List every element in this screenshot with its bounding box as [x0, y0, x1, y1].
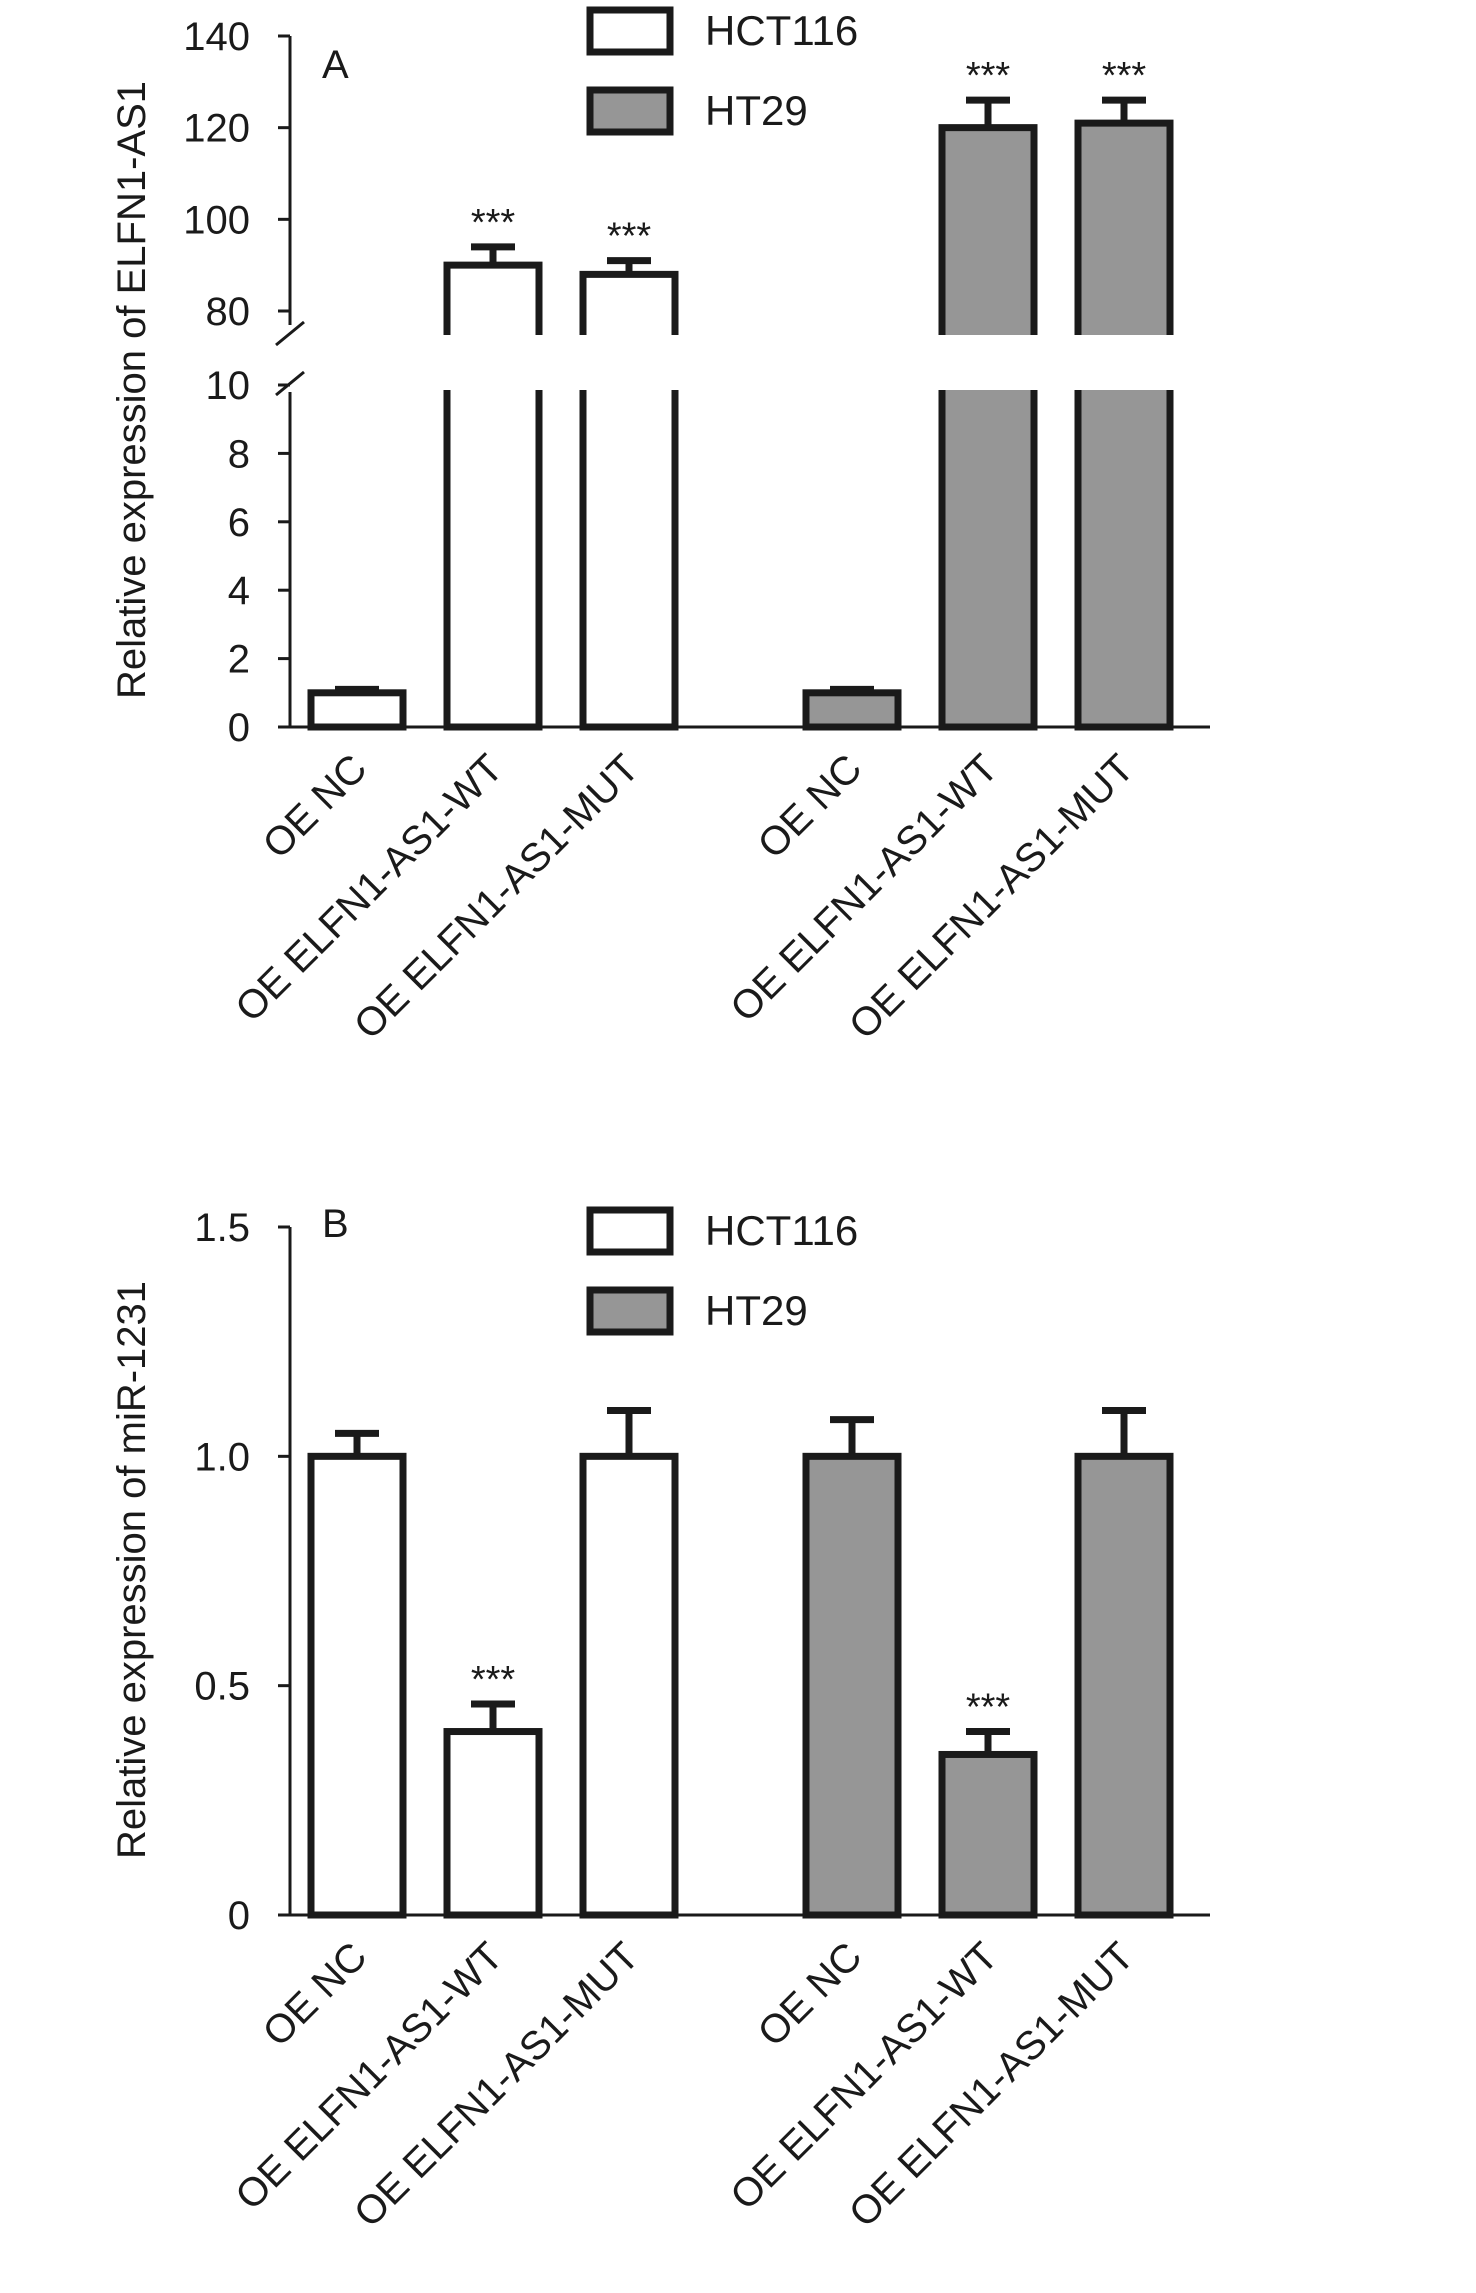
- x-tick-label-panel-a-hct116-oe-nc: OE NC: [255, 746, 376, 867]
- bar-lower-outline-panel-a-hct116-oe-elfn1-as1-mut: [579, 390, 679, 731]
- panel-a-y-tick-label-4: 4: [228, 569, 250, 613]
- bar-panel-b-ht29-oe-elfn1-as1-wt: [938, 1750, 1038, 1919]
- panel-b-y-tick-label-1-5: 1.5: [194, 1206, 250, 1250]
- x-tick-label-panel-b-ht29-oe-elfn1-as1-wt: OE ELFN1-AS1-WT: [722, 1934, 1006, 2218]
- panel-a-y-tick-label-6: 6: [228, 501, 250, 545]
- panel-a-y-tick-label-120: 120: [183, 107, 250, 151]
- panel-a-axis-break-top: [275, 320, 305, 347]
- x-tick-label-panel-b-hct116-oe-nc: OE NC: [255, 1934, 376, 2055]
- legend-label-ht29: HT29: [705, 87, 808, 134]
- bar-lower-panel-a-hct116-oe-elfn1-as1-mut: [583, 390, 675, 727]
- panel-a-y-axis-label: Relative expression of ELFN1-AS1: [110, 81, 154, 699]
- significance-panel-b-ht29-oe-elfn1-as1-wt: ***: [966, 1687, 1011, 1729]
- panel-b-y-axis-label: Relative expression of miR-1231: [110, 1281, 154, 1859]
- panel-b-y-tick-label-0-5: 0.5: [194, 1665, 250, 1709]
- legend-swatch-hct116: [586, 6, 674, 56]
- panel-a-y-tick-label-100: 100: [183, 198, 250, 242]
- x-tick-label-panel-b-hct116-oe-elfn1-as1-wt: OE ELFN1-AS1-WT: [227, 1934, 511, 2218]
- panel-a-y-tick-label-80: 80: [206, 290, 251, 334]
- panel-a: A Relative expression of ELFN1-AS1 HCT11…: [110, 6, 1210, 1048]
- panel-a-y-tick-label-0: 0: [228, 706, 250, 750]
- legend-label-ht29: HT29: [705, 1287, 808, 1334]
- legend-label-hct116: HCT116: [705, 1207, 858, 1254]
- bar-lower-panel-a-ht29-oe-elfn1-as1-mut: [1078, 390, 1170, 727]
- bar-lower-outline-panel-a-ht29-oe-elfn1-as1-wt: [938, 390, 1038, 731]
- bar-panel-b-hct116-oe-elfn1-as1-mut: [579, 1452, 679, 1919]
- panel-a-y-tick-label-8: 8: [228, 432, 250, 476]
- panel-a-legend: HCT116 HT29: [586, 6, 858, 136]
- legend-swatch-ht29: [586, 86, 674, 136]
- bar-upper-panel-a-hct116-oe-elfn1-as1-wt: [447, 265, 539, 335]
- x-tick-label-panel-a-ht29-oe-nc: OE NC: [750, 746, 871, 867]
- significance-panel-a-ht29-oe-elfn1-as1-wt: ***: [966, 55, 1011, 97]
- panel-a-label: A: [322, 43, 349, 87]
- panel-b-legend: HCT116 HT29: [586, 1206, 858, 1336]
- x-tick-label-panel-b-ht29-oe-nc: OE NC: [750, 1934, 871, 2055]
- x-tick-label-panel-a-ht29-oe-elfn1-as1-wt: OE ELFN1-AS1-WT: [722, 746, 1006, 1030]
- bar-lower-outline-panel-a-ht29-oe-elfn1-as1-mut: [1074, 390, 1174, 731]
- bar-lower-outline-panel-a-hct116-oe-elfn1-as1-wt: [443, 390, 543, 731]
- bar-upper-outline-panel-a-ht29-oe-elfn1-as1-wt: [938, 124, 1038, 335]
- panel-a-y-tick-label-10: 10: [206, 364, 251, 408]
- bar-panel-b-ht29-oe-nc: [802, 1452, 902, 1919]
- panel-a-y-tick-label-2: 2: [228, 638, 250, 682]
- significance-panel-a-hct116-oe-elfn1-as1-wt: ***: [471, 202, 516, 244]
- bar-upper-panel-a-ht29-oe-elfn1-as1-mut: [1078, 123, 1170, 335]
- significance-panel-b-hct116-oe-elfn1-as1-wt: ***: [471, 1659, 516, 1701]
- legend-swatch-hct116: [586, 1206, 674, 1256]
- bar-upper-panel-a-ht29-oe-elfn1-as1-wt: [942, 127, 1034, 336]
- legend-label-hct116: HCT116: [705, 7, 858, 54]
- bar-panel-b-ht29-oe-elfn1-as1-mut: [1074, 1452, 1174, 1919]
- bar-panel-a-ht29-oe-nc: [802, 689, 902, 731]
- bar-upper-outline-panel-a-hct116-oe-elfn1-as1-wt: [443, 261, 543, 335]
- bar-panel-b-hct116-oe-elfn1-as1-wt: [443, 1728, 543, 1919]
- panel-b-y-tick-label-1-0: 1.0: [194, 1435, 250, 1479]
- panel-b: B Relative expression of miR-1231 HCT116…: [110, 1202, 1210, 2236]
- panel-b-y-tick-label-0: 0: [228, 1894, 250, 1938]
- bar-upper-panel-a-hct116-oe-elfn1-as1-mut: [583, 274, 675, 335]
- x-tick-label-panel-a-hct116-oe-elfn1-as1-wt: OE ELFN1-AS1-WT: [227, 746, 511, 1030]
- significance-panel-a-ht29-oe-elfn1-as1-mut: ***: [1102, 55, 1147, 97]
- significance-panel-a-hct116-oe-elfn1-as1-mut: ***: [607, 216, 652, 258]
- bar-lower-panel-a-hct116-oe-elfn1-as1-wt: [447, 390, 539, 727]
- bar-panel-a-hct116-oe-nc: [307, 689, 407, 731]
- panel-a-y-tick-label-140: 140: [183, 15, 250, 59]
- bar-lower-panel-a-ht29-oe-elfn1-as1-wt: [942, 390, 1034, 727]
- bar-panel-b-hct116-oe-nc: [307, 1452, 407, 1919]
- legend-swatch-ht29: [586, 1286, 674, 1336]
- panel-b-label: B: [322, 1202, 349, 1246]
